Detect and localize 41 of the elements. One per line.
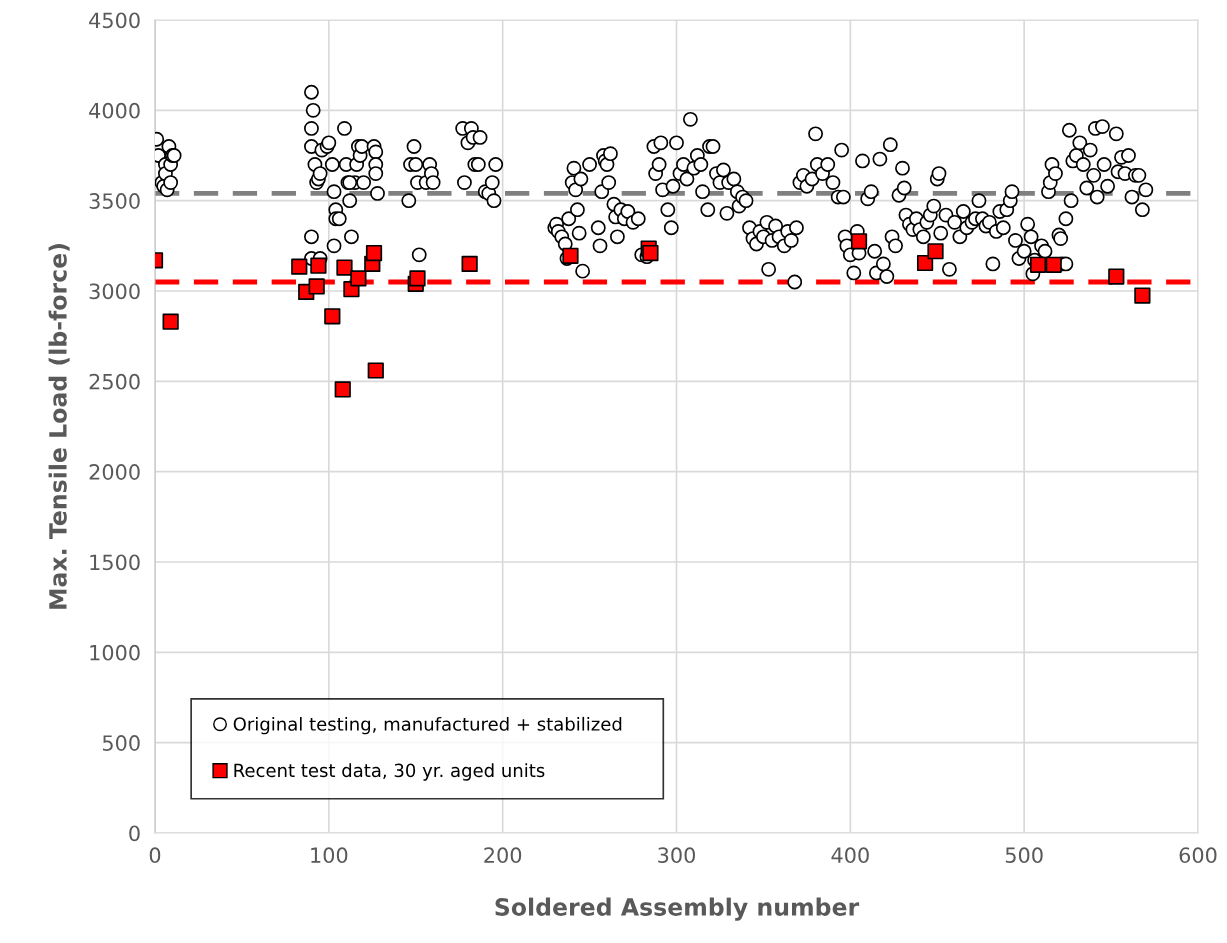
point — [1108, 268, 1125, 285]
y-tick-label: 2000 — [89, 464, 140, 480]
point — [336, 259, 353, 276]
point — [367, 362, 384, 379]
point — [310, 257, 327, 274]
point — [461, 255, 478, 273]
legend-label: Recent test data, 30 yr. aged units — [234, 763, 545, 781]
point — [850, 233, 868, 250]
x-tick-label: 400 — [831, 847, 869, 864]
y-tick-label: 1500 — [90, 554, 140, 571]
point — [1045, 256, 1062, 273]
point — [927, 243, 944, 260]
y-tick-label: 1000 — [90, 644, 140, 661]
x-tick-label: 100 — [311, 847, 348, 864]
point — [1134, 287, 1151, 304]
x-tick-label: 300 — [658, 847, 695, 864]
y-tick-label: 4500 — [89, 12, 140, 29]
x-axis-title: Soldered Assembly number — [495, 897, 860, 921]
y-tick-label: 3500 — [89, 193, 140, 209]
y-tick-label: 0 — [129, 825, 140, 842]
y-tick-label: 4000 — [89, 102, 140, 119]
point — [324, 308, 341, 325]
point — [365, 244, 383, 262]
x-tick-label: 200 — [484, 847, 522, 864]
point — [308, 278, 325, 295]
point — [291, 258, 308, 275]
point — [162, 313, 179, 330]
point — [562, 247, 579, 264]
x-tick-label: 600 — [1179, 847, 1217, 864]
point — [642, 244, 659, 262]
y-tick-label: 2500 — [89, 373, 140, 390]
point — [409, 270, 426, 287]
y-tick-label: 3000 — [89, 283, 140, 300]
legend-label: Original testing, manufactured + stabilized — [233, 716, 622, 735]
y-tick-label: 500 — [102, 735, 140, 751]
point — [1029, 256, 1047, 273]
y-axis-title: Max. Tensile Load (lb-force) — [48, 244, 70, 609]
point — [334, 381, 351, 398]
x-tick-label: 0 — [149, 847, 161, 864]
point — [350, 270, 367, 287]
x-tick-label: 500 — [1005, 847, 1043, 864]
